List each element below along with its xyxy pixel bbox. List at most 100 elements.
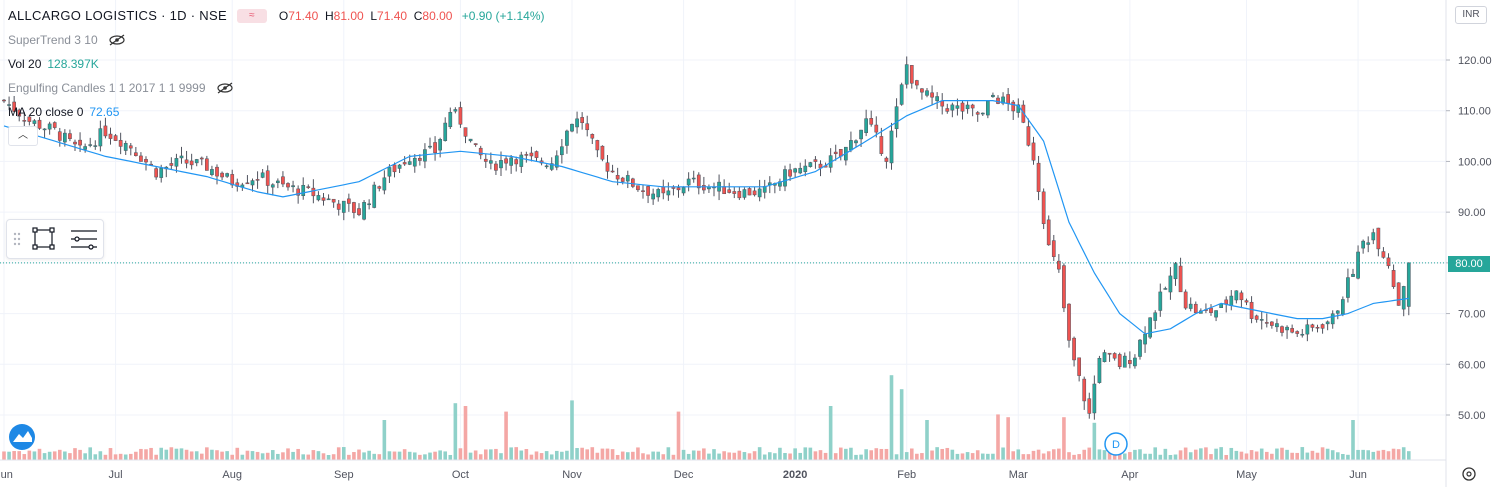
candle-up — [438, 139, 442, 151]
volume-bar — [1117, 453, 1122, 460]
volume-bar — [707, 453, 711, 460]
candle-up — [565, 130, 569, 146]
volume-bar — [1391, 448, 1396, 460]
supertrend-legend[interactable]: SuperTrend 3 10 — [8, 33, 126, 47]
drag-handle-icon[interactable] — [13, 232, 21, 246]
candle-down — [205, 158, 209, 171]
candle-down — [1270, 321, 1274, 326]
candle-down — [1254, 315, 1259, 320]
volume-bar — [1168, 454, 1173, 460]
volume-bar — [174, 448, 179, 460]
candle-up — [1341, 299, 1345, 315]
candle-down — [1107, 352, 1112, 355]
candle-down — [1295, 331, 1300, 334]
engulfing-legend[interactable]: Engulfing Candles 1 1 2017 1 1 9999 — [8, 81, 234, 95]
tradingview-logo-icon[interactable] — [9, 424, 35, 450]
hidden-eye-icon[interactable] — [216, 82, 234, 94]
time-tick-label: Jun — [1349, 469, 1367, 481]
volume-bar — [818, 450, 823, 460]
candle-up — [468, 138, 473, 142]
volume-bar — [1026, 454, 1031, 460]
volume-bar — [965, 452, 970, 460]
volume-bar — [722, 451, 726, 460]
volume-bar — [103, 454, 108, 460]
time-tick-label: Apr — [1121, 469, 1138, 481]
volume-bar — [666, 447, 671, 460]
volume-bar — [859, 454, 863, 460]
volume-bar — [970, 453, 975, 460]
candle-up — [1361, 240, 1365, 249]
ma-legend[interactable]: MA 20 close 0 72.65 — [8, 105, 120, 119]
format-lines-icon[interactable] — [71, 230, 97, 250]
candle-up — [803, 165, 808, 172]
candle-down — [73, 141, 77, 145]
candle-up — [174, 158, 179, 167]
candle-down — [534, 151, 539, 158]
candle-down — [1087, 398, 1092, 414]
volume-bar — [1335, 452, 1340, 460]
dividend-event-marker[interactable]: D — [1104, 432, 1128, 456]
volume-bar — [331, 454, 336, 460]
candle-down — [605, 162, 610, 172]
candle-down — [752, 190, 757, 196]
volume-bar — [869, 450, 874, 460]
candle-down — [265, 170, 270, 186]
volume-bar — [615, 454, 620, 460]
settings-gear-icon[interactable] — [1462, 467, 1476, 481]
candle-down — [17, 109, 22, 117]
volume-bar — [1361, 449, 1365, 460]
candle-down — [1036, 162, 1041, 192]
volume-bar — [1158, 454, 1163, 460]
candle-down — [610, 170, 615, 173]
volume-bar — [975, 450, 980, 460]
volume-bar — [823, 452, 828, 460]
collapse-legend-button[interactable]: ︿ — [8, 126, 38, 146]
volume-bar — [377, 454, 382, 460]
volume-bar — [828, 406, 833, 460]
time-tick-label: Aug — [222, 469, 242, 481]
candle-up — [372, 184, 377, 208]
symbol-title[interactable]: ALLCARGO LOGISTICS · 1D · NSE — [8, 8, 227, 23]
volume-bar — [783, 453, 787, 460]
candle-up — [1351, 273, 1355, 277]
price-tick-label: 50.00 — [1458, 410, 1486, 422]
candle-down — [235, 182, 240, 187]
volume-bar — [164, 449, 169, 460]
candle-down — [833, 151, 838, 155]
volume-bar — [656, 451, 661, 460]
candle-down — [696, 174, 701, 189]
candle-down — [1046, 219, 1051, 246]
candle-up — [63, 132, 67, 143]
volume-legend[interactable]: Vol 20 128.397K — [8, 57, 99, 71]
candle-up — [1092, 383, 1097, 414]
candle-down — [1006, 94, 1010, 104]
candle-up — [742, 189, 747, 198]
hidden-eye-icon[interactable] — [108, 34, 126, 46]
currency-label[interactable]: INR — [1455, 6, 1487, 24]
volume-bar — [1295, 452, 1300, 460]
object-tree-icon[interactable] — [32, 227, 55, 250]
volume-bar — [1275, 448, 1279, 460]
volume-bar — [265, 452, 270, 460]
candle-down — [1041, 191, 1046, 225]
volume-bar — [179, 448, 184, 460]
volume-bar — [154, 454, 158, 460]
candle-down — [118, 140, 123, 147]
volume-bar — [732, 452, 737, 460]
volume-bar — [1087, 447, 1092, 460]
candle-down — [27, 116, 32, 122]
volume-bar — [367, 450, 371, 460]
volume-bar — [610, 449, 615, 460]
candle-up — [316, 195, 321, 201]
volume-bar — [833, 453, 838, 460]
volume-bar — [803, 447, 808, 460]
candle-down — [306, 186, 311, 188]
candle-down — [418, 157, 422, 161]
candle-down — [1077, 357, 1081, 376]
time-tick-label: Sep — [334, 469, 354, 481]
drawing-toolbar[interactable] — [6, 219, 104, 259]
candle-down — [1183, 291, 1188, 309]
compare-badge-icon[interactable]: ≈ — [236, 8, 267, 23]
candle-down — [245, 182, 250, 185]
